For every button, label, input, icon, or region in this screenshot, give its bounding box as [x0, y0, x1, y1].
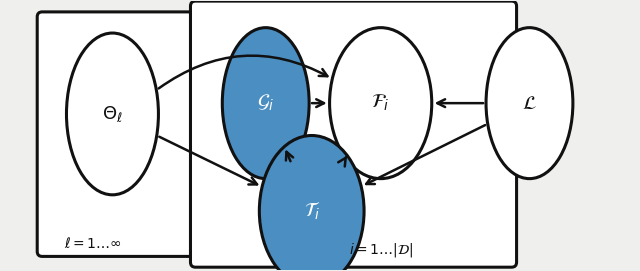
- Text: $\ell = 1 \ldots \infty$: $\ell = 1 \ldots \infty$: [65, 236, 122, 251]
- Ellipse shape: [486, 28, 573, 179]
- Text: $\mathcal{T}_{i}$: $\mathcal{T}_{i}$: [303, 200, 320, 222]
- Ellipse shape: [259, 136, 364, 271]
- Text: $\mathcal{F}_{i}$: $\mathcal{F}_{i}$: [371, 93, 390, 113]
- Text: $\Theta_{\ell}$: $\Theta_{\ell}$: [102, 104, 123, 124]
- Ellipse shape: [67, 33, 159, 195]
- FancyBboxPatch shape: [37, 12, 197, 256]
- Text: $\mathcal{G}_{i}$: $\mathcal{G}_{i}$: [257, 93, 275, 113]
- FancyBboxPatch shape: [191, 1, 516, 267]
- Ellipse shape: [222, 28, 309, 179]
- Text: $\mathcal{L}$: $\mathcal{L}$: [522, 94, 537, 113]
- Ellipse shape: [330, 28, 432, 179]
- Text: $i = 1 \ldots |\mathcal{D}|$: $i = 1 \ldots |\mathcal{D}|$: [349, 241, 413, 259]
